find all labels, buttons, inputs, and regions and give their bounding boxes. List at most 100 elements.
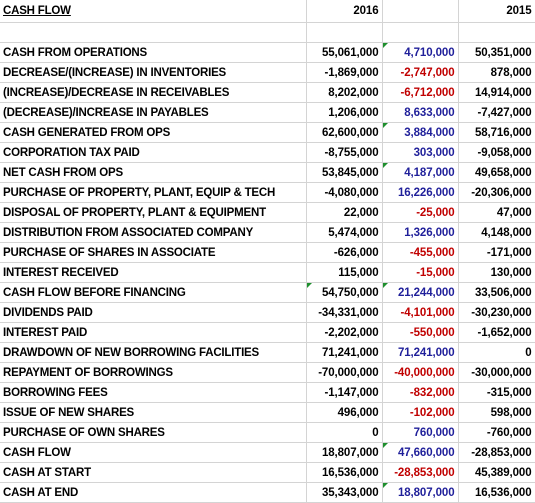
value-2016-cell[interactable]: -8,755,000 xyxy=(306,142,383,163)
change-cell[interactable]: 1,326,000 xyxy=(382,222,459,243)
row-label-cell[interactable]: DISPOSAL OF PROPERTY, PLANT & EQUIPMENT xyxy=(0,202,307,223)
row-label-cell[interactable]: NET CASH FROM OPS xyxy=(0,162,307,183)
row-label-cell[interactable]: CASH GENERATED FROM OPS xyxy=(0,122,307,143)
value-2016-cell[interactable]: 8,202,000 xyxy=(306,82,383,103)
value-2015-cell[interactable]: 14,914,000 xyxy=(458,82,535,103)
row-label-cell[interactable]: DIVIDENDS PAID xyxy=(0,302,307,323)
comment-marker-icon[interactable] xyxy=(382,163,388,168)
value-2015-cell[interactable]: -30,000,000 xyxy=(458,362,535,383)
value-2015-cell[interactable]: 878,000 xyxy=(458,62,535,83)
value-2015-cell[interactable]: 58,716,000 xyxy=(458,122,535,143)
value-2015-cell[interactable]: 16,536,000 xyxy=(458,482,535,503)
row-label-cell[interactable]: CASH FLOW xyxy=(0,442,307,463)
row-label-cell[interactable]: ISSUE OF NEW SHARES xyxy=(0,402,307,423)
value-2016-cell[interactable]: 22,000 xyxy=(306,202,383,223)
value-2015-cell[interactable]: 47,000 xyxy=(458,202,535,223)
row-label-cell[interactable]: INTEREST PAID xyxy=(0,322,307,343)
value-2016-cell[interactable]: 18,807,000 xyxy=(306,442,383,463)
value-2015-cell[interactable]: 49,658,000 xyxy=(458,162,535,183)
change-cell[interactable]: 71,241,000 xyxy=(382,342,459,363)
row-label-cell[interactable]: REPAYMENT OF BORROWINGS xyxy=(0,362,307,383)
row-label-cell[interactable] xyxy=(0,22,307,43)
row-label-cell[interactable]: CORPORATION TAX PAID xyxy=(0,142,307,163)
change-cell[interactable]: 21,244,000 xyxy=(382,282,459,303)
row-label-cell[interactable]: CASH FROM OPERATIONS xyxy=(0,42,307,63)
value-2016-cell[interactable]: 71,241,000 xyxy=(306,342,383,363)
value-2016-cell[interactable]: 0 xyxy=(306,422,383,443)
value-2015-cell[interactable]: -171,000 xyxy=(458,242,535,263)
value-2016-cell[interactable]: -70,000,000 xyxy=(306,362,383,383)
change-cell[interactable]: 4,187,000 xyxy=(382,162,459,183)
change-cell[interactable]: -832,000 xyxy=(382,382,459,403)
row-label-cell[interactable]: INTEREST RECEIVED xyxy=(0,262,307,283)
value-2016-cell[interactable]: 62,600,000 xyxy=(306,122,383,143)
value-2016-cell[interactable]: 115,000 xyxy=(306,262,383,283)
value-2015-cell[interactable]: -760,000 xyxy=(458,422,535,443)
value-2016-cell[interactable]: 54,750,000 xyxy=(306,282,383,303)
comment-marker-icon[interactable] xyxy=(382,483,388,488)
row-label-cell[interactable]: DRAWDOWN OF NEW BORROWING FACILITIES xyxy=(0,342,307,363)
value-2016-cell[interactable]: 53,845,000 xyxy=(306,162,383,183)
value-2016-cell[interactable]: 1,206,000 xyxy=(306,102,383,123)
comment-marker-icon[interactable] xyxy=(382,443,388,448)
value-2016-cell[interactable]: -34,331,000 xyxy=(306,302,383,323)
value-2015-cell[interactable] xyxy=(458,22,535,43)
change-cell[interactable]: -102,000 xyxy=(382,402,459,423)
change-cell[interactable]: -28,853,000 xyxy=(382,462,459,483)
change-cell[interactable] xyxy=(382,22,459,43)
change-cell[interactable]: -6,712,000 xyxy=(382,82,459,103)
value-2015-cell[interactable]: -20,306,000 xyxy=(458,182,535,203)
value-2016-cell[interactable]: -4,080,000 xyxy=(306,182,383,203)
value-2015-cell[interactable]: 45,389,000 xyxy=(458,462,535,483)
value-2015-cell[interactable]: -9,058,000 xyxy=(458,142,535,163)
value-2015-cell[interactable]: -315,000 xyxy=(458,382,535,403)
value-2016-cell[interactable]: -1,147,000 xyxy=(306,382,383,403)
value-2015-cell[interactable]: -1,652,000 xyxy=(458,322,535,343)
value-2015-cell[interactable]: 4,148,000 xyxy=(458,222,535,243)
row-label-cell[interactable]: CASH AT END xyxy=(0,482,307,503)
value-2016-cell[interactable]: 496,000 xyxy=(306,402,383,423)
value-2016-cell[interactable]: -2,202,000 xyxy=(306,322,383,343)
row-label-cell[interactable]: CASH AT START xyxy=(0,462,307,483)
value-2016-cell[interactable]: -1,869,000 xyxy=(306,62,383,83)
row-label-cell[interactable]: BORROWING FEES xyxy=(0,382,307,403)
value-2015-cell[interactable]: 598,000 xyxy=(458,402,535,423)
row-label-cell[interactable]: PURCHASE OF PROPERTY, PLANT, EQUIP & TEC… xyxy=(0,182,307,203)
change-cell[interactable]: -550,000 xyxy=(382,322,459,343)
change-cell[interactable]: 3,884,000 xyxy=(382,122,459,143)
change-cell[interactable]: 8,633,000 xyxy=(382,102,459,123)
change-cell[interactable]: -455,000 xyxy=(382,242,459,263)
value-2015-cell[interactable]: -28,853,000 xyxy=(458,442,535,463)
value-2016-cell[interactable]: 16,536,000 xyxy=(306,462,383,483)
col-header-change[interactable] xyxy=(382,0,459,23)
value-2015-cell[interactable]: 0 xyxy=(458,342,535,363)
change-cell[interactable]: -15,000 xyxy=(382,262,459,283)
change-cell[interactable]: 16,226,000 xyxy=(382,182,459,203)
value-2015-cell[interactable]: 130,000 xyxy=(458,262,535,283)
change-cell[interactable]: 18,807,000 xyxy=(382,482,459,503)
change-cell[interactable]: 760,000 xyxy=(382,422,459,443)
value-2016-cell[interactable] xyxy=(306,22,383,43)
comment-marker-icon[interactable] xyxy=(382,43,388,48)
change-cell[interactable]: -2,747,000 xyxy=(382,62,459,83)
value-2015-cell[interactable]: -7,427,000 xyxy=(458,102,535,123)
row-label-cell[interactable]: (INCREASE)/DECREASE IN RECEIVABLES xyxy=(0,82,307,103)
row-label-cell[interactable]: PURCHASE OF SHARES IN ASSOCIATE xyxy=(0,242,307,263)
comment-marker-icon[interactable] xyxy=(306,283,312,288)
change-cell[interactable]: 303,000 xyxy=(382,142,459,163)
change-cell[interactable]: 4,710,000 xyxy=(382,42,459,63)
row-label-cell[interactable]: (DECREASE)/INCREASE IN PAYABLES xyxy=(0,102,307,123)
change-cell[interactable]: -4,101,000 xyxy=(382,302,459,323)
col-header-2015[interactable]: 2015 xyxy=(458,0,535,23)
row-label-cell[interactable]: DISTRIBUTION FROM ASSOCIATED COMPANY xyxy=(0,222,307,243)
sheet-title-cell[interactable]: CASH FLOW xyxy=(0,0,307,23)
value-2015-cell[interactable]: 33,506,000 xyxy=(458,282,535,303)
col-header-2016[interactable]: 2016 xyxy=(306,0,383,23)
row-label-cell[interactable]: PURCHASE OF OWN SHARES xyxy=(0,422,307,443)
value-2015-cell[interactable]: -30,230,000 xyxy=(458,302,535,323)
value-2016-cell[interactable]: 5,474,000 xyxy=(306,222,383,243)
change-cell[interactable]: 47,660,000 xyxy=(382,442,459,463)
row-label-cell[interactable]: CASH FLOW BEFORE FINANCING xyxy=(0,282,307,303)
comment-marker-icon[interactable] xyxy=(382,123,388,128)
row-label-cell[interactable]: DECREASE/(INCREASE) IN INVENTORIES xyxy=(0,62,307,83)
